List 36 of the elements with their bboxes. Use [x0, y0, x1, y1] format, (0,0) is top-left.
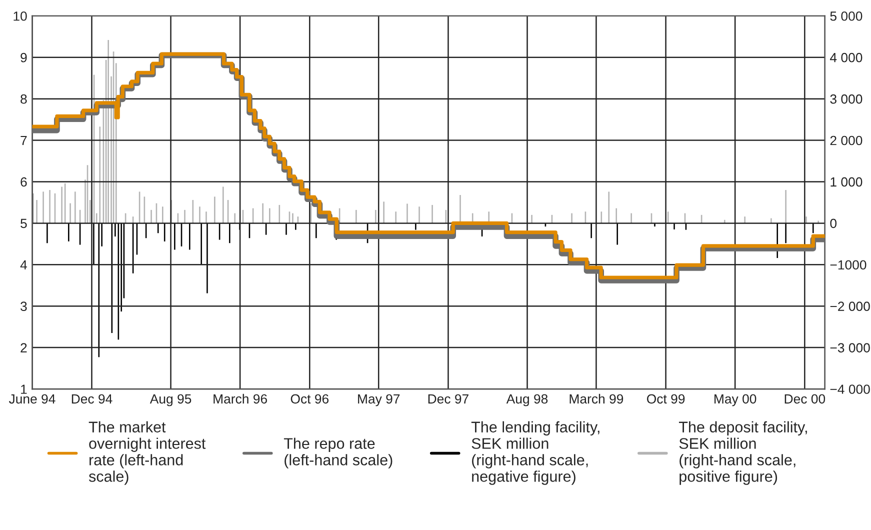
y-tick-label: 9 [20, 52, 27, 62]
y2-tick-label: −3 000 [830, 343, 870, 352]
y2-tick-label: 4 000 [830, 52, 862, 62]
x-tick-label: June 94 [8, 394, 56, 404]
y-tick-label: 3 [20, 302, 27, 312]
legend-label: The market overnight interest rate (left-hand scale) [88, 421, 206, 485]
y-tick-label: 10 [14, 11, 27, 21]
x-tick-label: Oct 99 [646, 394, 685, 404]
x-tick-label: Dec 94 [72, 394, 112, 404]
legend-label: The repo rate (left-hand scale) [284, 438, 392, 468]
x-tick-label: March 99 [570, 394, 624, 404]
x-tick-label: Oct 96 [290, 394, 329, 404]
y-tick-label: 5 [20, 218, 27, 228]
y2-tick-label: −1000 [830, 260, 866, 270]
y2-tick-label: 5 000 [830, 11, 862, 21]
x-tick-label: Aug 95 [150, 394, 192, 406]
y-tick-label: 2 [20, 343, 27, 352]
x-tick-label: Aug 98 [506, 394, 548, 406]
y-tick-label: 1 [21, 384, 27, 394]
x-tick-label: May 00 [714, 394, 756, 406]
y-tick-label: 8 [20, 94, 27, 104]
y2-tick-label: −2 000 [830, 302, 870, 312]
x-tick-label: Dec 97 [428, 394, 468, 404]
x-tick-label: March 96 [214, 394, 267, 404]
legend-label: The lending facility, SEK million (right-hand scale, negative figure) [471, 421, 600, 485]
y-tick-label: 7 [20, 136, 27, 146]
x-tick-label: Dec 00 [784, 394, 826, 404]
y2-tick-label: −4 000 [830, 384, 870, 394]
x-tick-label: May 97 [358, 394, 400, 406]
y-tick-label: 4 [20, 260, 27, 270]
y2-tick-label: 2 000 [830, 136, 862, 146]
y2-tick-label: 0 [830, 218, 837, 228]
y2-tick-label: 1 000 [830, 177, 862, 187]
legend-label: The deposit facility, SEK million (right-hand scale, positive figure) [678, 421, 807, 485]
y-tick-label: 6 [20, 177, 27, 187]
y2-tick-label: 3 000 [830, 94, 862, 104]
